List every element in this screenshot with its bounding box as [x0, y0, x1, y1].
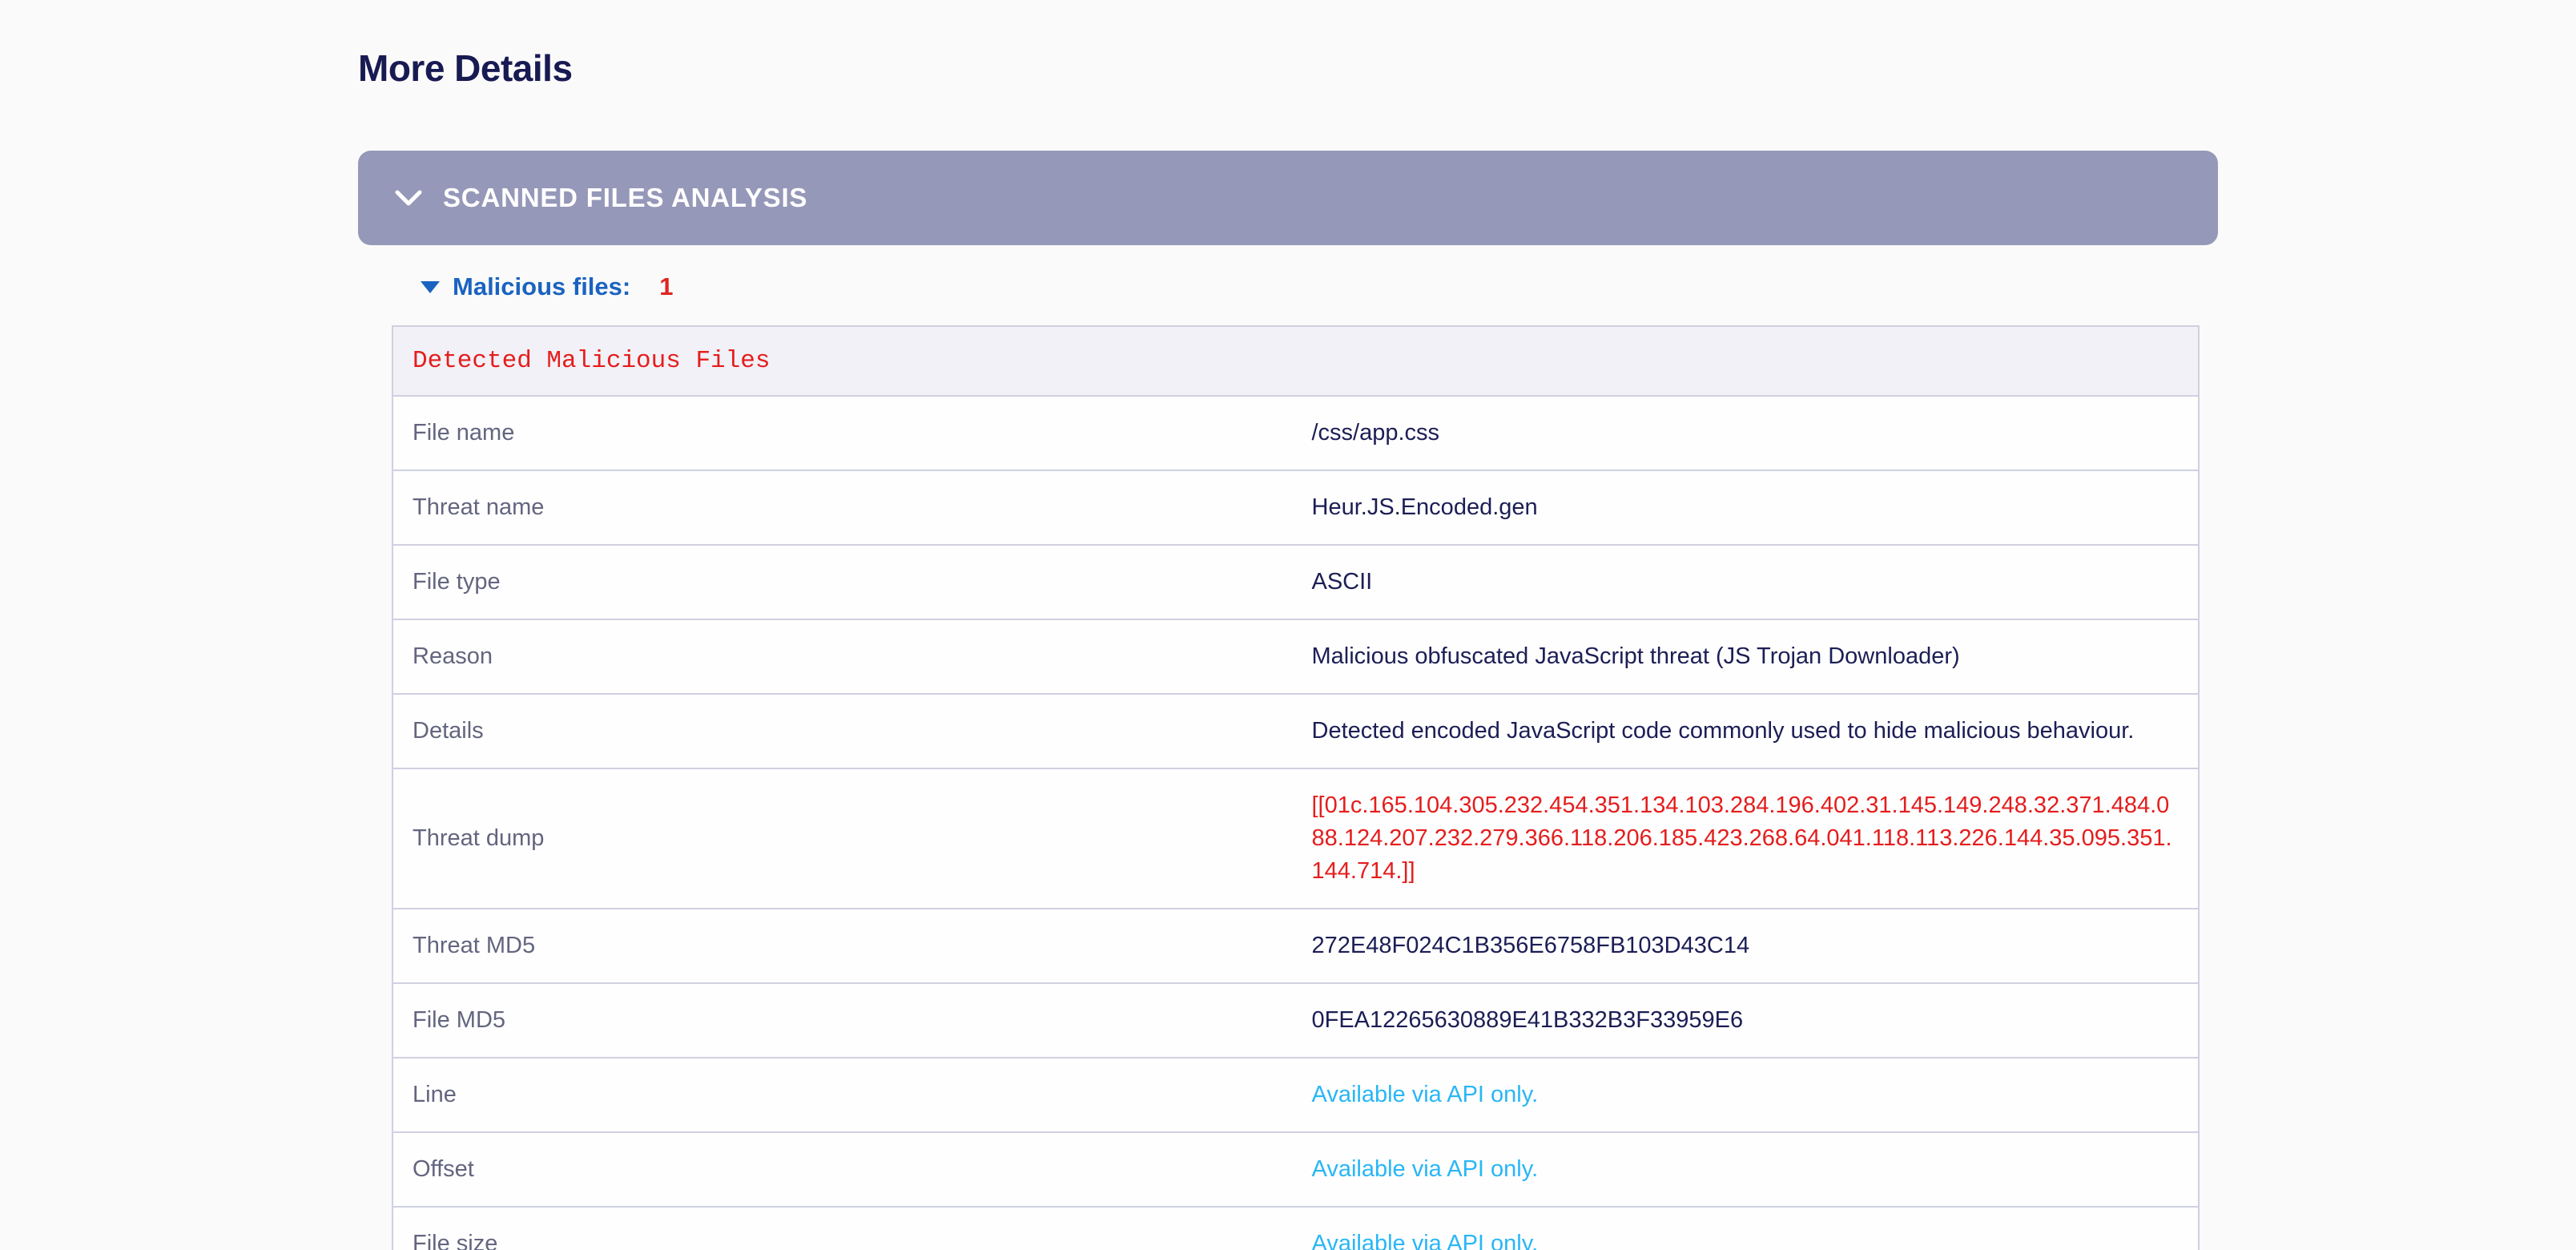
row-label: Threat name — [392, 470, 1296, 546]
row-value: Available via API only. — [1295, 1131, 2199, 1208]
detected-malicious-files-table: Detected Malicious Files File name /css/… — [392, 325, 2200, 1250]
page-title: More Details — [358, 47, 573, 89]
row-value: Detected encoded JavaScript code commonl… — [1295, 693, 2199, 769]
row-label: Threat MD5 — [392, 908, 1296, 984]
row-value: ASCII — [1295, 544, 2199, 620]
chevron-down-icon — [395, 189, 422, 207]
table-row: Reason Malicious obfuscated JavaScript t… — [392, 619, 2199, 695]
row-label: Line — [392, 1057, 1296, 1133]
row-value: Available via API only. — [1295, 1057, 2199, 1133]
row-value: 0FEA12265630889E41B332B3F33959E6 — [1295, 982, 2199, 1058]
row-value: [[01c.165.104.305.232.454.351.134.103.28… — [1295, 768, 2199, 909]
table-row: Offset Available via API only. — [392, 1131, 2199, 1208]
more-details-section: More Details SCANNED FILES ANALYSIS Mali… — [358, 0, 2218, 1250]
row-label: Details — [392, 693, 1296, 769]
table-row: Threat name Heur.JS.Encoded.gen — [392, 470, 2199, 546]
table-row: Details Detected encoded JavaScript code… — [392, 693, 2199, 769]
row-label: File MD5 — [392, 982, 1296, 1058]
table-row: File MD5 0FEA12265630889E41B332B3F33959E… — [392, 982, 2199, 1058]
row-value: Heur.JS.Encoded.gen — [1295, 470, 2199, 546]
table-row: Threat dump [[01c.165.104.305.232.454.35… — [392, 768, 2199, 909]
table-row: File name /css/app.css — [392, 395, 2199, 471]
row-label: File size — [392, 1206, 1296, 1250]
row-value: 272E48F024C1B356E6758FB103D43C14 — [1295, 908, 2199, 984]
row-value: Available via API only. — [1295, 1206, 2199, 1250]
scanned-files-panel-header[interactable]: SCANNED FILES ANALYSIS — [358, 151, 2218, 245]
table-row: Line Available via API only. — [392, 1057, 2199, 1133]
table-row: File size Available via API only. — [392, 1206, 2199, 1250]
malicious-files-count: 1 — [659, 272, 674, 300]
row-label: Offset — [392, 1131, 1296, 1208]
panel-header-label: SCANNED FILES ANALYSIS — [443, 183, 808, 212]
malicious-files-label: Malicious files: — [453, 272, 631, 300]
table-row: File type ASCII — [392, 544, 2199, 620]
row-label: Reason — [392, 619, 1296, 695]
row-label: File name — [392, 395, 1296, 471]
row-label: Threat dump — [392, 768, 1296, 909]
row-value: Malicious obfuscated JavaScript threat (… — [1295, 619, 2199, 695]
malicious-files-toggle[interactable]: Malicious files: 1 — [421, 272, 2218, 301]
table-title: Detected Malicious Files — [392, 325, 2200, 397]
table-header-row: Detected Malicious Files — [392, 325, 2200, 397]
row-label: File type — [392, 544, 1296, 620]
caret-down-icon — [421, 280, 440, 293]
table-row: Threat MD5 272E48F024C1B356E6758FB103D43… — [392, 908, 2199, 984]
row-value: /css/app.css — [1295, 395, 2199, 471]
